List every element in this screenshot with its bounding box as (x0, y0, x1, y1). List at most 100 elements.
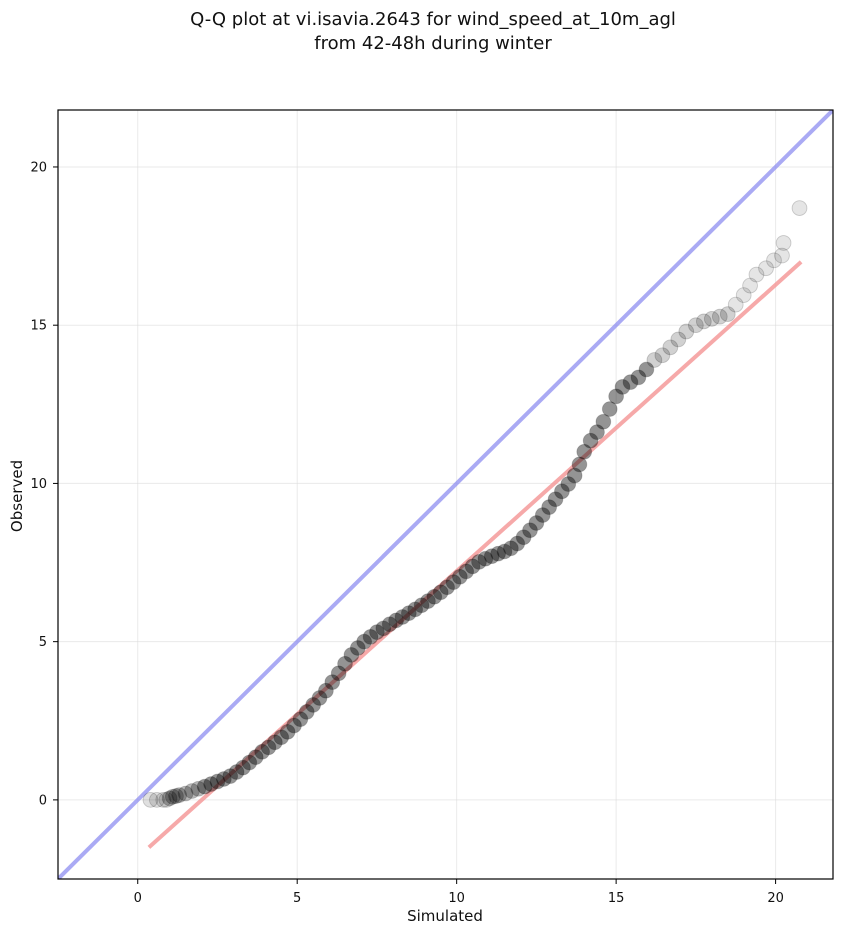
qq-point (566, 467, 583, 484)
qq-point (267, 734, 283, 751)
qq-point (735, 287, 752, 303)
qq-point (168, 788, 184, 804)
qq-point (171, 787, 188, 803)
point-layer (142, 200, 808, 808)
qq-point (426, 588, 443, 605)
qq-point (142, 792, 159, 808)
qq-point (241, 754, 258, 771)
x-tick-label-2: 10 (448, 891, 465, 906)
qq-point (748, 266, 765, 283)
x-tick-label-3: 15 (608, 891, 625, 906)
qq-point (630, 369, 647, 386)
qq-point (369, 624, 385, 641)
tick-layer: 0 5 10 15 20 0 5 10 15 20 (30, 160, 783, 906)
qq-point (400, 605, 417, 622)
qq-point (311, 690, 328, 706)
qq-point (775, 235, 792, 251)
qq-point (688, 317, 704, 334)
qq-point (742, 277, 758, 294)
qq-point (161, 790, 178, 807)
qq-point (490, 545, 506, 562)
qq-point (305, 697, 321, 713)
chart-title-line-2: from 42-48h during winter (314, 33, 552, 54)
y-tick-label-1: 5 (39, 635, 47, 650)
qq-point (662, 339, 679, 356)
x-tick-label-1: 5 (293, 891, 301, 906)
chart-title-line-1: Q-Q plot at vi.isavia.2643 for wind_spee… (190, 9, 676, 30)
qq-point (595, 413, 612, 430)
qq-point (375, 620, 392, 637)
qq-point (452, 568, 468, 585)
qq-point (614, 379, 631, 395)
qq-point (608, 388, 624, 405)
qq-point (471, 554, 487, 570)
qq-point (670, 331, 687, 348)
qq-point (554, 483, 570, 500)
qq-point (196, 778, 213, 795)
qq-point (439, 579, 455, 596)
grid-layer (58, 110, 833, 879)
qq-point (292, 711, 309, 728)
qq-point (381, 616, 398, 633)
qq-point (318, 682, 334, 699)
qq-point (184, 783, 200, 799)
qq-point (247, 749, 264, 766)
qq-point (719, 306, 736, 322)
qq-point (215, 771, 232, 787)
qq-point (622, 374, 639, 391)
qq-point (149, 792, 165, 808)
x-axis-label: Simulated (407, 907, 483, 925)
qq-point (235, 759, 251, 776)
qq-point (445, 574, 462, 591)
reference-line (58, 110, 833, 879)
qq-point (298, 704, 315, 720)
qq-point (509, 535, 526, 552)
qq-point (286, 717, 302, 734)
qq-point (711, 308, 728, 325)
qq-point (522, 522, 538, 539)
line-layer (58, 110, 833, 879)
qq-point (388, 612, 404, 629)
qq-point (678, 323, 695, 340)
y-tick-label-2: 10 (30, 477, 47, 492)
qq-point (420, 593, 436, 609)
qq-point (337, 655, 353, 672)
fit-line (147, 260, 803, 849)
qq-point (646, 352, 663, 368)
qq-point (515, 529, 532, 546)
y-tick-label-4: 20 (30, 160, 47, 175)
qq-point (695, 313, 712, 330)
qq-point (413, 597, 430, 614)
qq-point (560, 476, 577, 492)
qq-point (164, 788, 181, 805)
qq-point (394, 609, 411, 625)
qq-point (343, 647, 360, 663)
qq-point (158, 792, 175, 808)
qq-point (576, 443, 593, 460)
qq-point (766, 252, 782, 269)
qq-point (324, 674, 341, 691)
qq-point (703, 311, 720, 327)
qq-point (477, 550, 494, 567)
qq-point (528, 515, 545, 531)
qq-point (279, 723, 296, 740)
qq-point (254, 743, 270, 760)
qq-point (330, 665, 347, 682)
qq-point (464, 558, 481, 575)
qq-point (356, 633, 373, 650)
qq-point (222, 768, 239, 785)
qq-point (774, 247, 790, 264)
qq-point (727, 296, 744, 313)
qq-point (654, 347, 671, 364)
qq-point (349, 640, 366, 656)
qq-point (155, 792, 172, 808)
qq-point (534, 507, 551, 523)
qq-point (190, 780, 207, 797)
qq-point (496, 543, 513, 560)
qq-point (582, 432, 599, 449)
qq-point (483, 548, 500, 565)
qq-point (177, 785, 194, 802)
y-axis-label: Observed (8, 460, 26, 532)
